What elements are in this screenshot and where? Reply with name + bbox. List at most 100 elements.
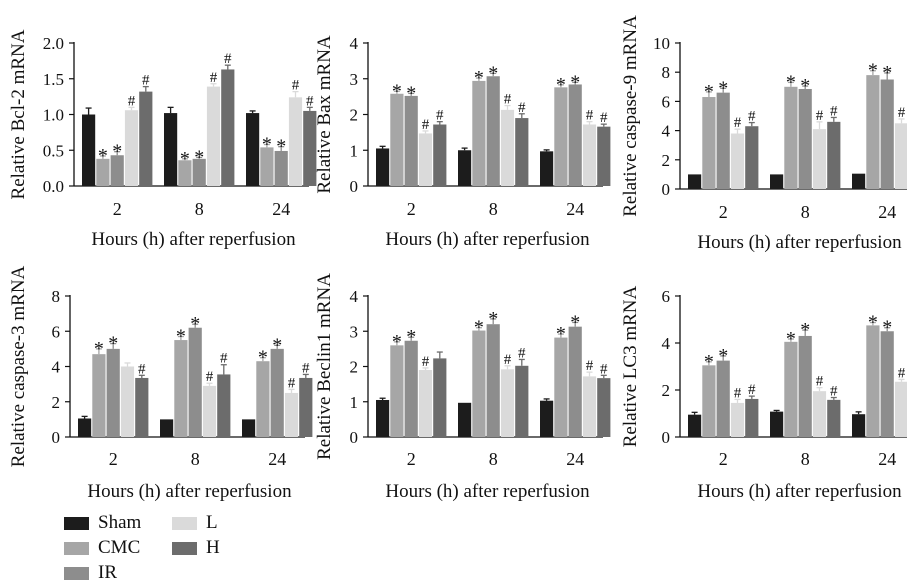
legend-label-h: H: [206, 537, 220, 558]
significance-hash: #: [748, 382, 756, 398]
bar-l: [582, 124, 597, 186]
significance-star: *: [868, 60, 878, 82]
bar-sham: [458, 402, 472, 437]
x-tick-label: 8: [801, 449, 810, 469]
significance-star: *: [786, 71, 796, 93]
bar-l: [206, 86, 221, 186]
y-tick-label: 4: [662, 334, 671, 353]
x-axis-title: Hours (h) after reperfusion: [91, 229, 296, 250]
y-tick-label: 2: [662, 381, 671, 400]
significance-star: *: [786, 328, 796, 350]
significance-star: *: [488, 308, 498, 330]
y-tick-label: 0: [52, 428, 61, 447]
x-axis-title: Hours (h) after reperfusion: [385, 229, 590, 250]
bar-ir: [274, 150, 288, 186]
y-axis-title: Relative Bcl-2 mRNA: [8, 29, 29, 199]
bar-cmc: [178, 160, 192, 186]
significance-hash: #: [830, 103, 838, 119]
y-axis-title: Relative caspase-3 mRNA: [8, 265, 29, 467]
significance-hash: #: [422, 354, 430, 370]
y-tick-label: 0.5: [43, 141, 64, 160]
bar-h: [827, 399, 841, 437]
significance-star: *: [800, 319, 810, 341]
y-tick-label: 6: [52, 322, 61, 341]
significance-star: *: [474, 317, 484, 339]
bar-l: [812, 129, 827, 189]
significance-hash: #: [210, 70, 218, 86]
x-axis-title: Hours (h) after reperfusion: [697, 481, 902, 502]
significance-hash: #: [224, 51, 232, 67]
significance-hash: #: [586, 358, 594, 374]
bar-sham: [246, 113, 260, 186]
bar-l: [582, 376, 597, 437]
bar-cmc: [96, 158, 110, 186]
y-tick-label: 8: [662, 63, 671, 82]
x-tick-label: 8: [191, 449, 200, 469]
significance-hash: #: [504, 92, 512, 108]
significance-hash: #: [734, 115, 742, 131]
bar-l: [500, 369, 515, 437]
legend-item-sham: Sham: [64, 512, 141, 534]
bar-cmc: [92, 354, 106, 437]
bar-l: [500, 109, 515, 186]
significance-star: *: [176, 326, 186, 348]
significance-hash: #: [586, 108, 594, 124]
y-axis-title: Relative Beclin1 mRNA: [314, 273, 335, 460]
bar-sham: [688, 414, 702, 437]
significance-star: *: [882, 62, 892, 84]
y-tick-label: 0: [350, 428, 359, 447]
y-tick-label: 0.0: [43, 177, 64, 196]
significance-star: *: [570, 71, 580, 93]
bar-ir: [880, 79, 894, 189]
x-tick-label: 2: [109, 449, 118, 469]
y-tick-label: 1.0: [43, 106, 64, 125]
bar-cmc: [260, 147, 274, 186]
y-tick-label: 1.5: [43, 70, 64, 89]
x-axis-title: Hours (h) after reperfusion: [697, 232, 902, 253]
bar-sham: [458, 150, 472, 186]
y-axis-title: Relative caspase-9 mRNA: [620, 15, 641, 217]
bar-ir: [798, 88, 812, 189]
bar-l: [124, 110, 139, 186]
bar-ir: [188, 327, 202, 437]
legend-item-h: H: [172, 537, 220, 559]
significance-hash: #: [600, 110, 608, 126]
y-tick-label: 4: [350, 287, 359, 306]
bar-ir: [404, 340, 418, 437]
y-tick-label: 6: [662, 287, 671, 306]
bar-cmc: [390, 345, 404, 437]
bar-ir: [568, 326, 582, 437]
bar-l: [288, 97, 303, 186]
bar-sham: [78, 418, 92, 437]
y-tick-label: 3: [350, 322, 359, 341]
bar-cmc: [702, 97, 716, 189]
x-tick-label: 24: [878, 202, 896, 222]
x-tick-label: 2: [719, 202, 728, 222]
y-tick-label: 0: [350, 177, 359, 196]
bar-l: [418, 133, 433, 186]
bar-h: [221, 69, 235, 186]
significance-star: *: [488, 62, 498, 84]
legend-swatch-cmc: [64, 541, 89, 555]
y-tick-label: 10: [653, 34, 670, 53]
bar-h: [217, 374, 231, 437]
bar-ir: [798, 335, 812, 437]
bar-ir: [192, 158, 206, 186]
bar-cmc: [866, 325, 880, 437]
x-axis-title: Hours (h) after reperfusion: [87, 481, 292, 502]
significance-hash: #: [142, 73, 150, 89]
bar-l: [894, 381, 907, 437]
bar-sham: [376, 148, 390, 186]
bar-ir: [486, 76, 500, 186]
x-tick-label: 2: [407, 449, 416, 469]
bar-l: [418, 370, 433, 437]
significance-hash: #: [898, 365, 906, 381]
significance-star: *: [800, 75, 810, 97]
x-tick-label: 8: [489, 199, 498, 219]
bar-sham: [852, 414, 866, 437]
significance-hash: #: [898, 105, 906, 121]
significance-star: *: [190, 313, 200, 335]
legend-label-ir: IR: [98, 562, 117, 583]
